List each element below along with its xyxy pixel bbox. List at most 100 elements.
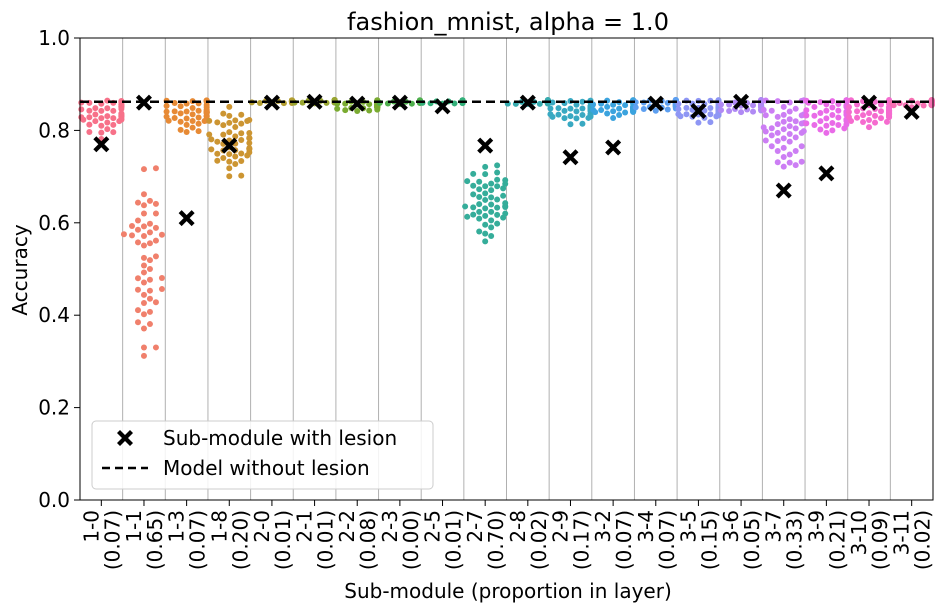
data-point (220, 131, 227, 138)
data-point (476, 215, 483, 222)
data-point (792, 118, 799, 125)
data-point (707, 111, 714, 118)
data-point (104, 113, 111, 120)
data-point (177, 118, 184, 125)
data-point (835, 122, 842, 129)
data-point (232, 161, 239, 168)
data-point (86, 107, 93, 114)
data-point (829, 104, 836, 111)
data-point (163, 113, 170, 120)
lesion-marker (690, 103, 707, 119)
data-point (140, 352, 147, 359)
data-point (786, 159, 793, 166)
x-tick-label: 1-0 (79, 510, 103, 543)
data-point (140, 279, 147, 286)
data-point (206, 131, 213, 138)
data-point (220, 110, 227, 117)
x-tick-proportion: (0.20) (228, 510, 252, 570)
data-point (110, 121, 117, 128)
x-tick-proportion: (0.21) (825, 510, 849, 570)
data-point (488, 201, 495, 208)
data-point (798, 143, 805, 150)
data-point (226, 129, 233, 136)
data-point (246, 130, 253, 137)
data-point (878, 101, 884, 108)
data-point (835, 114, 842, 121)
data-point (214, 119, 221, 126)
data-point (920, 102, 927, 109)
data-point (640, 105, 647, 112)
data-point (208, 146, 215, 153)
data-point (792, 125, 799, 132)
data-point (86, 121, 93, 128)
data-point (774, 121, 781, 128)
data-point (823, 107, 830, 114)
data-point (189, 124, 196, 131)
data-point (476, 228, 483, 235)
data-point (214, 138, 221, 145)
data-point (845, 114, 852, 121)
data-point (146, 220, 153, 227)
data-point (616, 105, 623, 112)
data-point (803, 120, 810, 127)
data-point (488, 232, 495, 239)
data-point (762, 112, 769, 119)
lesion-layer (93, 93, 920, 227)
data-point (158, 286, 165, 293)
data-point (800, 128, 807, 135)
data-point (792, 134, 799, 141)
data-point (226, 103, 233, 110)
x-tick-proportion: (0.01) (442, 510, 466, 570)
x-tick-proportion: (0.09) (868, 510, 892, 570)
data-point (786, 151, 793, 158)
data-point (464, 213, 471, 220)
data-point (146, 308, 153, 315)
data-point (786, 123, 793, 130)
data-point (104, 105, 111, 112)
lesion-marker (519, 94, 536, 111)
data-point (762, 137, 769, 144)
data-point (561, 107, 568, 114)
data-point (573, 108, 580, 115)
data-point (152, 237, 159, 244)
lesion-marker (391, 94, 408, 111)
data-point (140, 191, 147, 198)
data-point (98, 122, 105, 129)
data-point (579, 98, 586, 105)
x-tick-label: 1-3 (165, 510, 189, 543)
data-point (774, 137, 781, 144)
data-point (488, 180, 495, 187)
data-point (860, 119, 867, 126)
x-tick-proportion: (0.02) (527, 510, 551, 570)
legend-lesion-marker (117, 430, 133, 446)
data-point (780, 111, 787, 118)
lesion-marker (647, 95, 664, 112)
data-point (134, 307, 141, 314)
x-tick-proportion: (0.07) (186, 510, 210, 570)
data-point (811, 103, 818, 110)
chart-title: fashion_mnist, alpha = 1.0 (347, 8, 669, 36)
data-point (768, 107, 775, 114)
data-point (488, 217, 495, 224)
lesion-marker (903, 103, 920, 120)
data-point (872, 112, 879, 119)
data-point (226, 112, 233, 119)
data-point (760, 106, 767, 113)
data-point (786, 131, 793, 138)
data-point (567, 121, 574, 128)
data-point (488, 224, 495, 231)
data-point (214, 150, 221, 157)
data-point (152, 210, 159, 217)
data-point (835, 107, 842, 114)
data-point (502, 210, 509, 217)
data-point (220, 122, 227, 129)
data-point (823, 129, 830, 136)
data-point (246, 116, 253, 123)
data-point (462, 203, 469, 210)
data-point (146, 276, 153, 283)
data-point (817, 99, 824, 106)
y-tick-label: 0.4 (38, 303, 70, 327)
data-point (811, 112, 818, 119)
x-tick-proportion: (0.17) (569, 510, 593, 570)
